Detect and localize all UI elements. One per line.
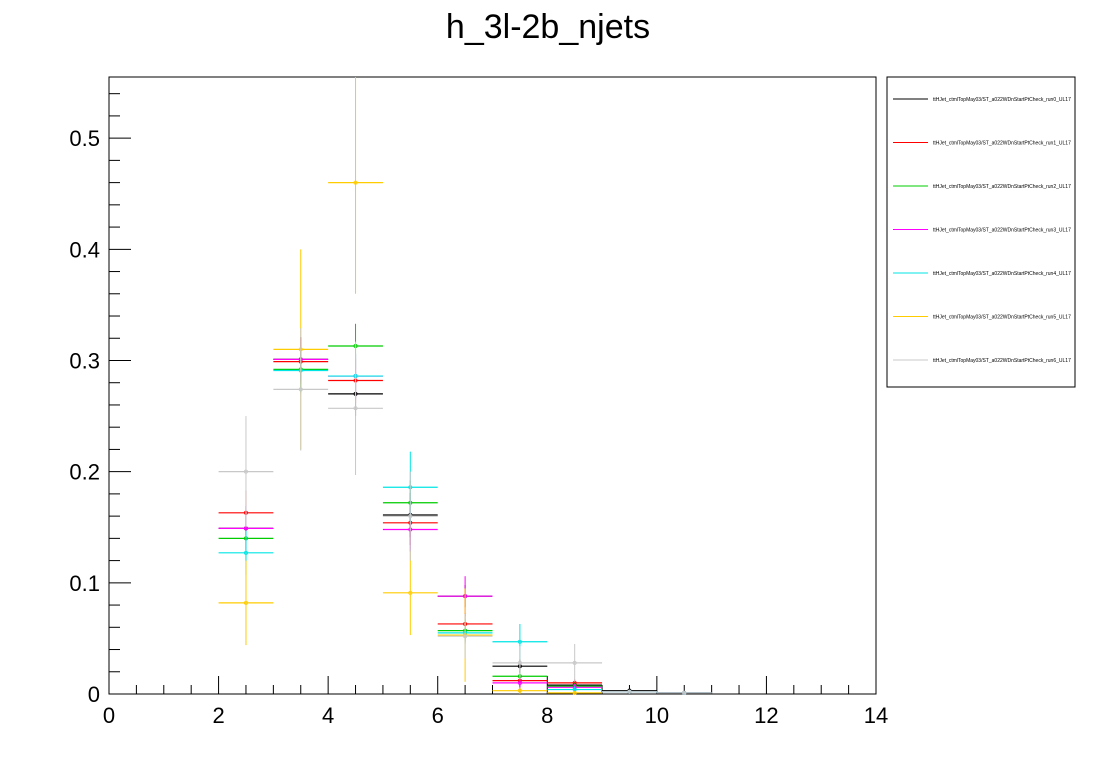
data-point [463,634,468,639]
x-tick-label: 14 [864,703,888,728]
x-tick-label: 6 [432,703,444,728]
legend-label: ttHJet_ctmlTopMay03/ST_a022WDnStartPtChe… [933,358,1071,364]
y-tick-label: 0.5 [69,126,100,151]
series-6 [218,328,712,695]
data-point [517,688,522,693]
axes: 0 2 4 6 8 10 12 14 0 0.1 0.2 0.3 0.4 0.5 [69,93,888,728]
y-tick-label: 0.1 [69,571,100,596]
legend-label: ttHJet_ctmlTopMay03/ST_a022WDnStartPtChe… [933,315,1071,321]
x-tick-label: 4 [322,703,334,728]
plot-frame [108,76,877,695]
data-point [298,387,303,392]
y-tick-label: 0 [88,682,100,707]
data-point [517,660,522,665]
data-point [243,550,248,555]
data-point [408,514,413,519]
data-point [627,689,632,694]
data-point [572,660,577,665]
y-tick-label: 0.3 [69,348,100,373]
data-point [353,406,358,411]
x-tick-label: 12 [754,703,778,728]
y-tick-label: 0.4 [69,237,100,262]
legend-label: ttHJet_ctmlTopMay03/ST_a022WDnStartPtChe… [933,141,1071,147]
series-layer [218,77,712,695]
data-point [517,639,522,644]
data-point [682,690,687,695]
legend-label: ttHJet_ctmlTopMay03/ST_a022WDnStartPtChe… [933,228,1071,234]
data-point [408,590,413,595]
x-tick-label: 8 [541,703,553,728]
data-point [353,180,358,185]
chart-title: h_3l-2b_njets [446,8,650,46]
data-point [243,600,248,605]
y-tick-label: 0.2 [69,460,100,485]
x-tick-label: 10 [645,703,669,728]
legend-label: ttHJet_ctmlTopMay03/ST_a022WDnStartPtChe… [933,184,1071,190]
legend-box [886,76,1076,388]
data-point [243,469,248,474]
legend-label: ttHJet_ctmlTopMay03/ST_a022WDnStartPtChe… [933,271,1071,277]
data-point [572,690,577,695]
series-5 [218,77,603,695]
legend: ttHJet_ctmlTopMay03/ST_a022WDnStartPtChe… [893,97,1071,364]
legend-label: ttHJet_ctmlTopMay03/ST_a022WDnStartPtChe… [933,97,1071,103]
data-point [517,680,522,685]
x-tick-label: 2 [212,703,224,728]
x-tick-label: 0 [103,703,115,728]
